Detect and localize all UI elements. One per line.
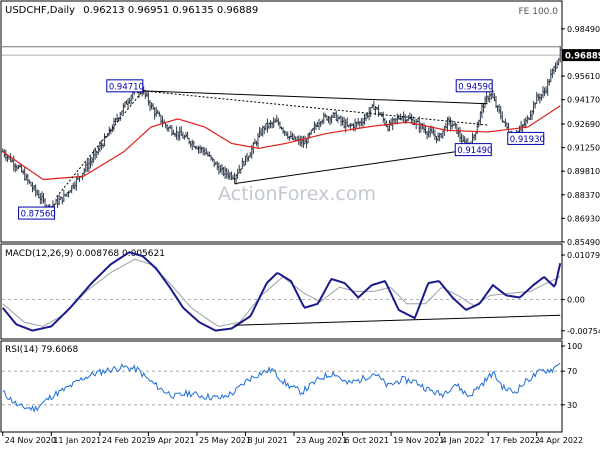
price-annotation-box [455,79,493,93]
price-annotation-box [106,79,144,93]
price-plot: 0.94710 0.87560 0.94590 0.91490 0.91930 [1,46,562,220]
price-annotation-box [454,143,492,157]
x-tick-label: 6 Oct 2021 [345,436,389,445]
price-y-tick-label: 0.91250 [567,144,600,153]
x-tick-label: 9 Apr 2021 [150,436,194,445]
price-bar [559,46,562,63]
rsi-y-tick-label: 100 [567,342,582,351]
macd-y-tick-label: 0.010797 [567,251,600,260]
price-annotation-label: 0.94590 [458,82,493,92]
trendline [142,90,488,105]
price-annotation-label: 0.91490 [457,146,492,156]
price-annotation-label: 0.91930 [510,135,545,145]
price-panel-frame [0,0,563,243]
macd-line [2,251,562,332]
x-tick-label: 4 Jan 2022 [442,436,485,445]
macd-panel: MACD(12,26,9) 0.008768 0.005621 0.010797… [0,243,600,340]
rsi-y-tick-label: 70 [567,367,577,376]
price-y-tick-label: 0.92690 [567,120,600,129]
rsi-panel-header: RSI(14) 79.6068 [5,345,78,355]
fib-extension-label: FE 100.0 [519,7,559,17]
dotted-trendline [142,90,488,126]
rsi-plot [2,362,561,414]
price-y-tick-label: 0.98490 [567,25,600,34]
x-tick-label: 11 Jan 2021 [53,436,101,445]
price-y-tick-label: 0.89810 [567,167,600,176]
moving-average-line [2,105,561,181]
price-annotation: 0.94710 [106,79,144,93]
price-y-tick-label: 0.85490 [567,238,600,247]
macd-trendline [234,314,561,326]
price-annotation-label: 0.94710 [109,82,144,92]
x-tick-label: 24 Feb 2021 [102,436,152,445]
price-annotation-label: 0.87560 [21,210,56,220]
price-panel-header: USDCHF,Daily 0.96213 0.96951 0.96135 0.9… [5,5,258,16]
rsi-y-axis: 100 70 30 [561,342,582,410]
watermark: ActionForex.com [218,183,376,205]
macd-panel-header: MACD(12,26,9) 0.008768 0.005621 [5,249,165,259]
x-tick-label: 4 Apr 2022 [539,436,583,445]
rsi-panel: RSI(14) 79.6068 100 70 30 [0,340,582,433]
last-price-marker [562,49,600,62]
price-y-tick-label: 0.95610 [567,72,600,81]
price-annotation: 0.91930 [507,131,545,145]
macd-signal-line [2,258,561,327]
macd-y-axis: 0.010797 0.00 -0.007548 [561,251,600,336]
rsi-y-tick-label: 30 [567,401,577,410]
price-y-axis: 0.98490 0.95610 0.94170 0.92690 0.91250 0.898… [561,25,600,247]
price-annotation-box [18,206,56,220]
x-tick-label: 8 Jul 2021 [247,436,287,445]
x-tick-label: 23 Aug 2021 [296,436,347,445]
macd-plot [2,251,562,332]
price-annotation: 0.91490 [454,143,492,157]
price-y-tick-label: 0.88370 [567,191,600,200]
price-panel: USDCHF,Daily 0.96213 0.96951 0.96135 0.9… [0,0,600,247]
x-tick-label: 19 Nov 2021 [393,436,444,445]
price-y-tick-label: 0.94170 [567,96,600,105]
price-annotation-box [507,131,545,145]
rsi-line [2,362,561,414]
x-tick-label: 17 Feb 2022 [490,436,540,445]
trendline [234,146,491,185]
macd-panel-frame [0,243,563,340]
rsi-panel-frame [0,340,563,433]
last-price-marker-label: 0.96889 [565,52,600,62]
price-annotation: 0.94590 [455,79,493,93]
price-y-tick-label: 0.86930 [567,214,600,223]
dotted-trendline [56,90,144,198]
x-tick-label: 25 May 2021 [199,436,251,445]
macd-y-tick-label: -0.007548 [567,327,600,336]
price-annotation: 0.87560 [18,206,56,220]
x-tick-label: 24 Nov 2020 [5,436,56,445]
macd-y-tick-label: 0.00 [567,296,585,305]
